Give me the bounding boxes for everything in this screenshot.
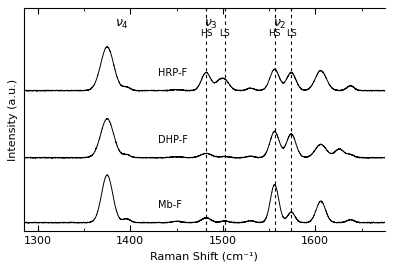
Y-axis label: Intensity (a.u.): Intensity (a.u.)	[8, 79, 18, 161]
Text: Mb-F: Mb-F	[158, 200, 182, 210]
Text: DHP-F: DHP-F	[158, 135, 188, 145]
Text: LS: LS	[219, 29, 230, 38]
Text: LS: LS	[286, 29, 297, 38]
Text: $\nu_4$: $\nu_4$	[114, 18, 129, 32]
Text: $\nu_2$: $\nu_2$	[274, 18, 287, 32]
X-axis label: Raman Shift (cm⁻¹): Raman Shift (cm⁻¹)	[151, 252, 258, 262]
Text: HS: HS	[200, 29, 212, 38]
Text: HS: HS	[268, 29, 281, 38]
Text: HRP-F: HRP-F	[158, 68, 187, 77]
Text: $\nu_3$: $\nu_3$	[204, 18, 218, 32]
